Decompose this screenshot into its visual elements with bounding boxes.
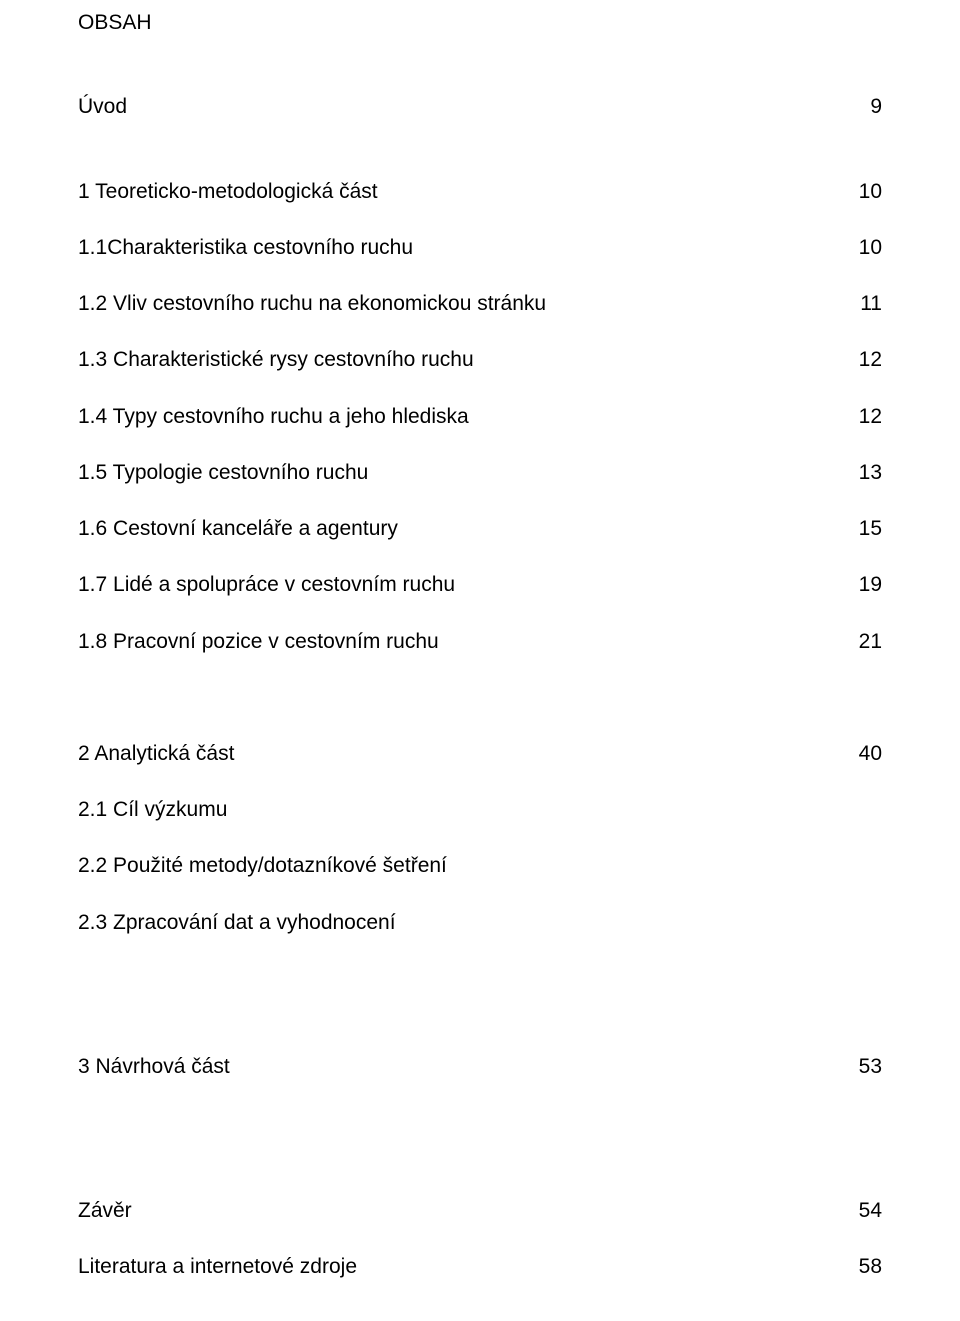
toc-entry: 1.7 Lidé a spolupráce v cestovním ruchu … <box>78 572 882 598</box>
toc-entry: 2.1 Cíl výzkumu <box>78 797 882 823</box>
toc-label: 1.8 Pracovní pozice v cestovním ruchu <box>78 629 839 655</box>
toc-page-number: 19 <box>839 572 882 598</box>
toc-label: 1 Teoreticko-metodologická část <box>78 179 839 205</box>
toc-page-number: 53 <box>839 1054 882 1080</box>
toc-page-number: 54 <box>839 1198 882 1224</box>
toc-label: 1.1Charakteristika cestovního ruchu <box>78 235 839 261</box>
toc-page-number: 40 <box>839 741 882 767</box>
toc-entry: 1.5 Typologie cestovního ruchu 13 <box>78 460 882 486</box>
toc-entry: 1.4 Typy cestovního ruchu a jeho hledisk… <box>78 404 882 430</box>
toc-label: 2 Analytická část <box>78 741 839 767</box>
toc-page-number: 15 <box>839 516 882 542</box>
toc-page-number: 10 <box>839 179 882 205</box>
toc-page-number: 58 <box>839 1254 882 1280</box>
toc-page-number: 13 <box>839 460 882 486</box>
toc-entry-zaver: Závěr 54 <box>78 1198 882 1224</box>
toc-label: 1.6 Cestovní kanceláře a agentury <box>78 516 839 542</box>
toc-page-number: 10 <box>839 235 882 261</box>
toc-label: Literatura a internetové zdroje <box>78 1254 839 1280</box>
toc-entry: 1.8 Pracovní pozice v cestovním ruchu 21 <box>78 629 882 655</box>
toc-page-number: 21 <box>839 629 882 655</box>
toc-label: 3 Návrhová část <box>78 1054 839 1080</box>
toc-entry: 2.2 Použité metody/dotazníkové šetření <box>78 853 882 879</box>
toc-label: 1.2 Vliv cestovního ruchu na ekonomickou… <box>78 291 840 317</box>
toc-title: OBSAH <box>78 10 882 36</box>
toc-label: Závěr <box>78 1198 839 1224</box>
toc-label: Úvod <box>78 94 850 120</box>
toc-label: 1.7 Lidé a spolupráce v cestovním ruchu <box>78 572 839 598</box>
toc-section-3: 3 Návrhová část 53 <box>78 1054 882 1080</box>
toc-page-number: 12 <box>839 347 882 373</box>
toc-label: 1.5 Typologie cestovního ruchu <box>78 460 839 486</box>
toc-section-2: 2 Analytická část 40 <box>78 741 882 767</box>
toc-entry: 1.3 Charakteristické rysy cestovního ruc… <box>78 347 882 373</box>
toc-label: 2.2 Použité metody/dotazníkové šetření <box>78 853 882 879</box>
toc-label: 2.3 Zpracování dat a vyhodnocení <box>78 910 882 936</box>
toc-entry-intro: Úvod 9 <box>78 94 882 120</box>
toc-label: 1.3 Charakteristické rysy cestovního ruc… <box>78 347 839 373</box>
toc-page-number: 12 <box>839 404 882 430</box>
toc-page: OBSAH Úvod 9 1 Teoreticko-metodologická … <box>0 0 960 1321</box>
toc-entry-literatura: Literatura a internetové zdroje 58 <box>78 1254 882 1280</box>
toc-entry: 1.1Charakteristika cestovního ruchu 10 <box>78 235 882 261</box>
toc-section-1: 1 Teoreticko-metodologická část 10 <box>78 179 882 205</box>
toc-label: 2.1 Cíl výzkumu <box>78 797 882 823</box>
toc-entry: 1.6 Cestovní kanceláře a agentury 15 <box>78 516 882 542</box>
toc-page-number: 11 <box>840 291 882 317</box>
toc-entry: 2.3 Zpracování dat a vyhodnocení <box>78 910 882 936</box>
toc-label: 1.4 Typy cestovního ruchu a jeho hledisk… <box>78 404 839 430</box>
toc-entry: 1.2 Vliv cestovního ruchu na ekonomickou… <box>78 291 882 317</box>
toc-page-number: 9 <box>850 94 882 120</box>
